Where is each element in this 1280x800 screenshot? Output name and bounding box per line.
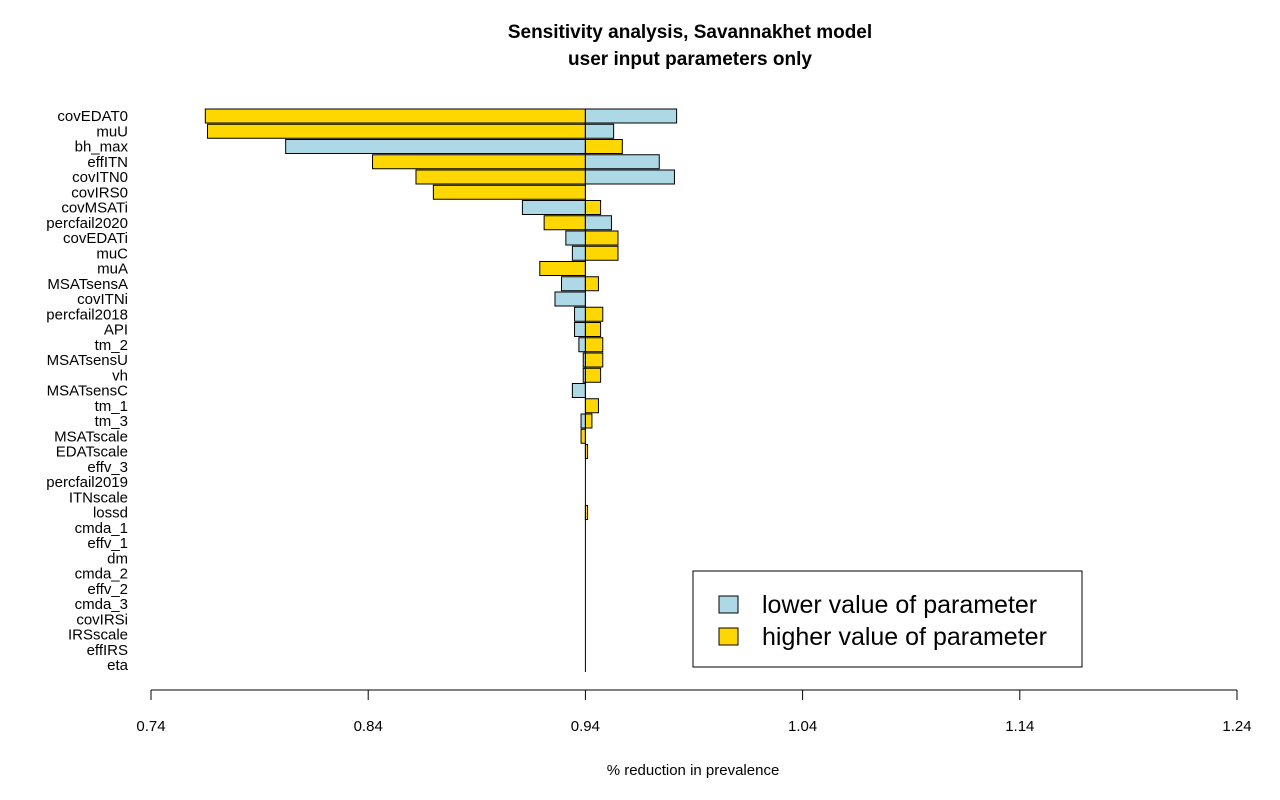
bar-higher-covMSATi bbox=[584, 200, 602, 215]
bar-higher-covIRS0 bbox=[432, 184, 586, 200]
bar-higher-covEDAT0 bbox=[204, 108, 586, 124]
parameter-label-effv_1: effv_1 bbox=[87, 535, 128, 552]
parameter-label-tm_3: tm_3 bbox=[95, 413, 128, 430]
bar-lower-muC bbox=[571, 245, 586, 261]
bar-lower-percfail2020 bbox=[584, 215, 612, 231]
parameter-label-bh_max: bh_max bbox=[75, 139, 129, 156]
bar-higher-MSATsensU bbox=[584, 352, 604, 368]
parameter-label-covEDAT0: covEDAT0 bbox=[57, 108, 128, 125]
parameter-label-muA: muA bbox=[97, 261, 128, 278]
bar-lower-covEDAT0 bbox=[584, 108, 678, 124]
parameter-label-cmda_3: cmda_3 bbox=[75, 596, 128, 613]
x-tick-label-1.04: 1.04 bbox=[788, 718, 817, 735]
parameter-label-covIRS0: covIRS0 bbox=[71, 184, 128, 201]
parameter-label-MSATsensA: MSATsensA bbox=[47, 276, 128, 293]
parameter-label-percfail2020: percfail2020 bbox=[46, 215, 128, 232]
bar-lower-API bbox=[574, 322, 586, 337]
legend-swatch-lower bbox=[718, 595, 739, 614]
bar-higher-muC bbox=[584, 245, 619, 261]
parameter-label-covIRSi: covIRSi bbox=[76, 611, 128, 628]
parameter-label-covEDATi: covEDATi bbox=[63, 230, 128, 247]
parameter-label-effITN: effITN bbox=[87, 154, 128, 171]
bar-lower-MSATsensA bbox=[561, 276, 586, 292]
x-tick-label-0.74: 0.74 bbox=[136, 718, 165, 735]
x-tick-label-1.14: 1.14 bbox=[1005, 718, 1034, 735]
legend-swatch-higher bbox=[718, 627, 739, 646]
bars-group bbox=[204, 108, 678, 520]
x-tick-label-1.24: 1.24 bbox=[1222, 718, 1251, 735]
bar-higher-tm_1 bbox=[584, 398, 599, 414]
bar-higher-covEDATi bbox=[584, 230, 619, 246]
bar-higher-vh bbox=[584, 367, 602, 383]
bar-lower-effITN bbox=[584, 154, 660, 170]
x-tick-label-0.94: 0.94 bbox=[571, 718, 600, 735]
parameter-label-covITN0: covITN0 bbox=[72, 169, 128, 186]
bar-higher-percfail2020 bbox=[543, 215, 586, 231]
parameter-label-IRSscale: IRSscale bbox=[68, 627, 128, 644]
parameter-label-EDATscale: EDATscale bbox=[56, 444, 128, 461]
parameter-label-effIRS: effIRS bbox=[87, 642, 128, 659]
legend-box bbox=[692, 570, 1083, 668]
bar-higher-percfail2018 bbox=[584, 306, 604, 322]
parameter-label-covITNi: covITNi bbox=[77, 291, 128, 308]
x-axis-title: % reduction in prevalence bbox=[607, 762, 780, 779]
bar-lower-MSATsensC bbox=[571, 383, 586, 398]
parameter-label-MSATscale: MSATscale bbox=[54, 428, 128, 445]
parameter-label-lossd: lossd bbox=[93, 505, 128, 522]
parameter-label-effv_3: effv_3 bbox=[87, 459, 128, 476]
parameter-label-cmda_1: cmda_1 bbox=[75, 520, 128, 537]
parameter-label-API: API bbox=[104, 322, 128, 339]
parameter-label-muU: muU bbox=[96, 123, 128, 140]
chart-title: Sensitivity analysis, Savannakhet model bbox=[508, 22, 872, 43]
parameter-label-vh: vh bbox=[112, 367, 128, 384]
bar-lower-percfail2018 bbox=[574, 306, 586, 322]
bar-lower-tm_3 bbox=[580, 413, 586, 429]
parameter-label-covMSATi: covMSATi bbox=[61, 200, 128, 217]
bar-higher-MSATscale bbox=[580, 428, 586, 444]
bar-lower-covEDATi bbox=[565, 230, 586, 246]
bar-higher-tm_3 bbox=[584, 413, 593, 429]
legend-label-higher: higher value of parameter bbox=[762, 623, 1047, 651]
legend-label-lower: lower value of parameter bbox=[762, 591, 1037, 619]
parameter-label-percfail2019: percfail2019 bbox=[46, 474, 128, 491]
bar-lower-bh_max bbox=[285, 139, 586, 154]
parameter-labels: covEDAT0muUbh_maxeffITNcovITN0covIRS0cov… bbox=[46, 108, 128, 674]
parameter-label-percfail2018: percfail2018 bbox=[46, 306, 128, 323]
parameter-label-MSATsensC: MSATsensC bbox=[47, 383, 129, 400]
bar-higher-effITN bbox=[372, 154, 586, 170]
bar-lower-tm_2 bbox=[578, 337, 586, 353]
bar-lower-covITNi bbox=[554, 291, 586, 307]
bar-higher-API bbox=[584, 322, 602, 337]
parameter-label-ITNscale: ITNscale bbox=[69, 489, 128, 506]
legend: lower value of parameter higher value of… bbox=[692, 570, 1083, 668]
bar-higher-covITN0 bbox=[415, 169, 586, 185]
chart-subtitle: user input parameters only bbox=[568, 49, 812, 70]
parameter-label-cmda_2: cmda_2 bbox=[75, 566, 128, 583]
bar-lower-covMSATi bbox=[521, 200, 586, 215]
bar-higher-muA bbox=[539, 261, 586, 276]
parameter-label-effv_2: effv_2 bbox=[87, 581, 128, 598]
x-axis: 0.74 0.84 0.94 1.04 1.14 1.24 bbox=[136, 689, 1252, 735]
bar-higher-muU bbox=[206, 123, 586, 139]
parameter-label-muC: muC bbox=[96, 245, 128, 262]
bar-lower-covITN0 bbox=[584, 169, 675, 185]
parameter-label-dm: dm bbox=[107, 550, 128, 567]
parameter-label-tm_1: tm_1 bbox=[95, 398, 128, 415]
bar-higher-tm_2 bbox=[584, 337, 604, 353]
parameter-label-eta: eta bbox=[107, 657, 129, 674]
x-tick-label-0.84: 0.84 bbox=[354, 718, 383, 735]
bar-higher-bh_max bbox=[584, 139, 623, 154]
parameter-label-tm_2: tm_2 bbox=[95, 337, 128, 354]
bar-higher-MSATsensA bbox=[584, 276, 599, 292]
bar-lower-muU bbox=[584, 123, 615, 139]
parameter-label-MSATsensU: MSATsensU bbox=[47, 352, 128, 369]
